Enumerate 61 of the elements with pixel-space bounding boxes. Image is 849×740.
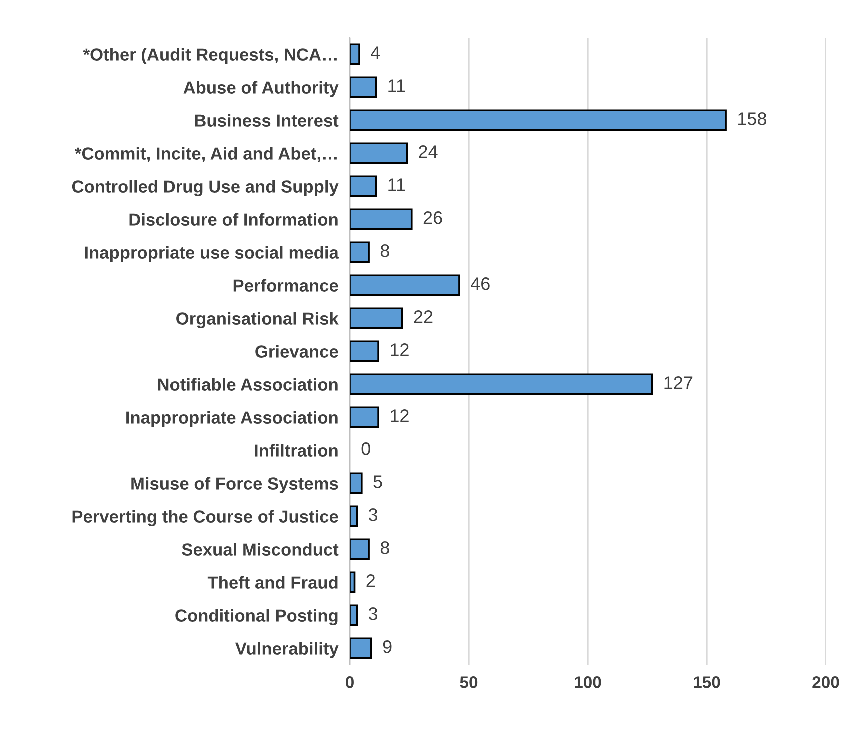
y-tick-label: Organisational Risk bbox=[176, 312, 339, 328]
y-tick-label: Performance bbox=[234, 279, 338, 292]
data-label: 22 bbox=[414, 310, 433, 324]
data-label: 3 bbox=[368, 608, 378, 620]
data-label: 2 bbox=[366, 574, 376, 588]
bar bbox=[350, 638, 372, 660]
bar bbox=[350, 538, 370, 560]
data-label: 11 bbox=[388, 80, 406, 92]
y-tick-label: Disclosure of Information bbox=[130, 213, 338, 226]
y-tick-label: Inappropriate Association bbox=[126, 411, 338, 428]
bar bbox=[350, 374, 654, 396]
y-tick-label: Infiltration bbox=[255, 444, 338, 457]
x-tick-label: 100 bbox=[575, 676, 602, 688]
x-tick-label: 150 bbox=[694, 676, 720, 688]
y-tick-label: Business Interest bbox=[195, 114, 339, 127]
x-tick-label: 0 bbox=[346, 676, 354, 688]
bar bbox=[350, 472, 363, 494]
y-tick-label: Conditional Posting bbox=[176, 609, 338, 626]
bar bbox=[350, 406, 380, 428]
y-tick-label: Abuse of Authority bbox=[184, 81, 339, 98]
data-label: 9 bbox=[383, 640, 392, 654]
y-tick-label: *Other (Audit Requests, NCA… bbox=[83, 48, 337, 64]
data-label: 127 bbox=[664, 376, 693, 390]
bar bbox=[350, 76, 378, 98]
y-tick-label: Misuse of Force Systems bbox=[132, 477, 338, 494]
bar bbox=[350, 242, 370, 264]
x-tick-label: 50 bbox=[460, 676, 478, 688]
data-label: 3 bbox=[368, 508, 378, 522]
bar bbox=[350, 572, 356, 594]
data-label: 12 bbox=[391, 344, 409, 356]
y-tick-label: Theft and Fraud bbox=[208, 576, 338, 589]
y-tick-label: Vulnerability bbox=[235, 642, 339, 658]
bar bbox=[350, 110, 727, 132]
bar bbox=[350, 44, 360, 66]
y-tick-label: *Commit, Incite, Aid and Abet,… bbox=[74, 147, 337, 162]
y-tick-label: Inappropriate use social media bbox=[85, 246, 340, 262]
y-tick-label: Controlled Drug Use and Supply bbox=[72, 180, 339, 196]
y-tick-label: Notifiable Association bbox=[158, 378, 338, 391]
data-label: 24 bbox=[419, 146, 438, 158]
data-label: 158 bbox=[738, 112, 766, 126]
y-tick-label: Sexual Misconduct bbox=[182, 543, 339, 556]
x-tick-label: 200 bbox=[812, 676, 840, 688]
data-label: 8 bbox=[380, 244, 390, 258]
data-label: 8 bbox=[380, 542, 390, 554]
data-label: 12 bbox=[391, 410, 409, 422]
bar bbox=[350, 142, 408, 164]
bar bbox=[350, 274, 460, 296]
y-tick-label: Perverting the Course of Justice bbox=[72, 510, 338, 526]
bar bbox=[350, 340, 380, 362]
data-label: 0 bbox=[362, 442, 370, 456]
data-label: 4 bbox=[371, 46, 380, 60]
y-tick-label: Grievance bbox=[256, 345, 338, 358]
data-label: 11 bbox=[388, 178, 406, 192]
data-label: 46 bbox=[471, 278, 490, 290]
data-label: 26 bbox=[424, 212, 442, 224]
data-label: 5 bbox=[374, 476, 382, 488]
bar bbox=[350, 208, 413, 230]
bar bbox=[350, 604, 358, 626]
bar bbox=[350, 176, 378, 198]
bar bbox=[350, 308, 404, 330]
bar bbox=[350, 506, 358, 528]
